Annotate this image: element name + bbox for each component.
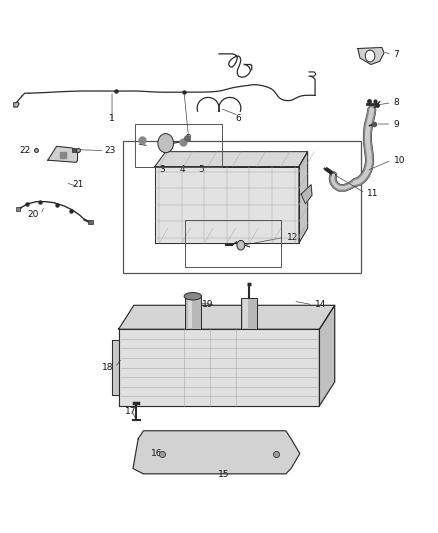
Text: 23: 23 [105, 146, 116, 155]
Polygon shape [358, 47, 384, 64]
Text: 22: 22 [19, 146, 30, 155]
Text: 2: 2 [186, 134, 191, 143]
Text: 4: 4 [179, 165, 185, 174]
Text: 20: 20 [28, 210, 39, 219]
Polygon shape [299, 152, 307, 243]
Text: 12: 12 [287, 233, 298, 242]
Circle shape [365, 50, 375, 62]
Bar [244, 300, 248, 328]
Text: 8: 8 [394, 98, 399, 107]
Text: 15: 15 [218, 471, 229, 479]
Text: 9: 9 [394, 119, 399, 128]
Text: 19: 19 [202, 300, 214, 309]
Polygon shape [319, 305, 335, 406]
Text: 18: 18 [102, 363, 113, 372]
Text: 6: 6 [236, 114, 241, 123]
Text: 3: 3 [159, 165, 165, 174]
Polygon shape [155, 152, 307, 166]
Bar [16, 207, 20, 211]
Polygon shape [119, 305, 335, 329]
Bar [123, 141, 361, 273]
Text: 7: 7 [394, 51, 399, 59]
Text: 11: 11 [367, 189, 379, 198]
Polygon shape [155, 166, 299, 243]
Text: 1: 1 [109, 114, 115, 123]
Bar [135, 124, 223, 166]
Polygon shape [14, 102, 19, 107]
Ellipse shape [184, 293, 201, 300]
Bar [88, 220, 93, 224]
Text: 10: 10 [394, 156, 405, 165]
Bar [185, 296, 201, 329]
Text: 14: 14 [315, 300, 326, 309]
Polygon shape [112, 340, 119, 395]
Bar [187, 297, 192, 328]
Text: 16: 16 [151, 449, 163, 458]
Text: 21: 21 [73, 180, 84, 189]
Polygon shape [301, 184, 312, 204]
Circle shape [158, 134, 173, 153]
Polygon shape [133, 431, 300, 474]
Polygon shape [119, 329, 319, 406]
Bar [185, 220, 281, 266]
Polygon shape [48, 147, 78, 163]
Text: 17: 17 [125, 407, 137, 416]
Text: 5: 5 [198, 165, 204, 174]
Circle shape [237, 240, 245, 250]
Bar [241, 298, 257, 329]
